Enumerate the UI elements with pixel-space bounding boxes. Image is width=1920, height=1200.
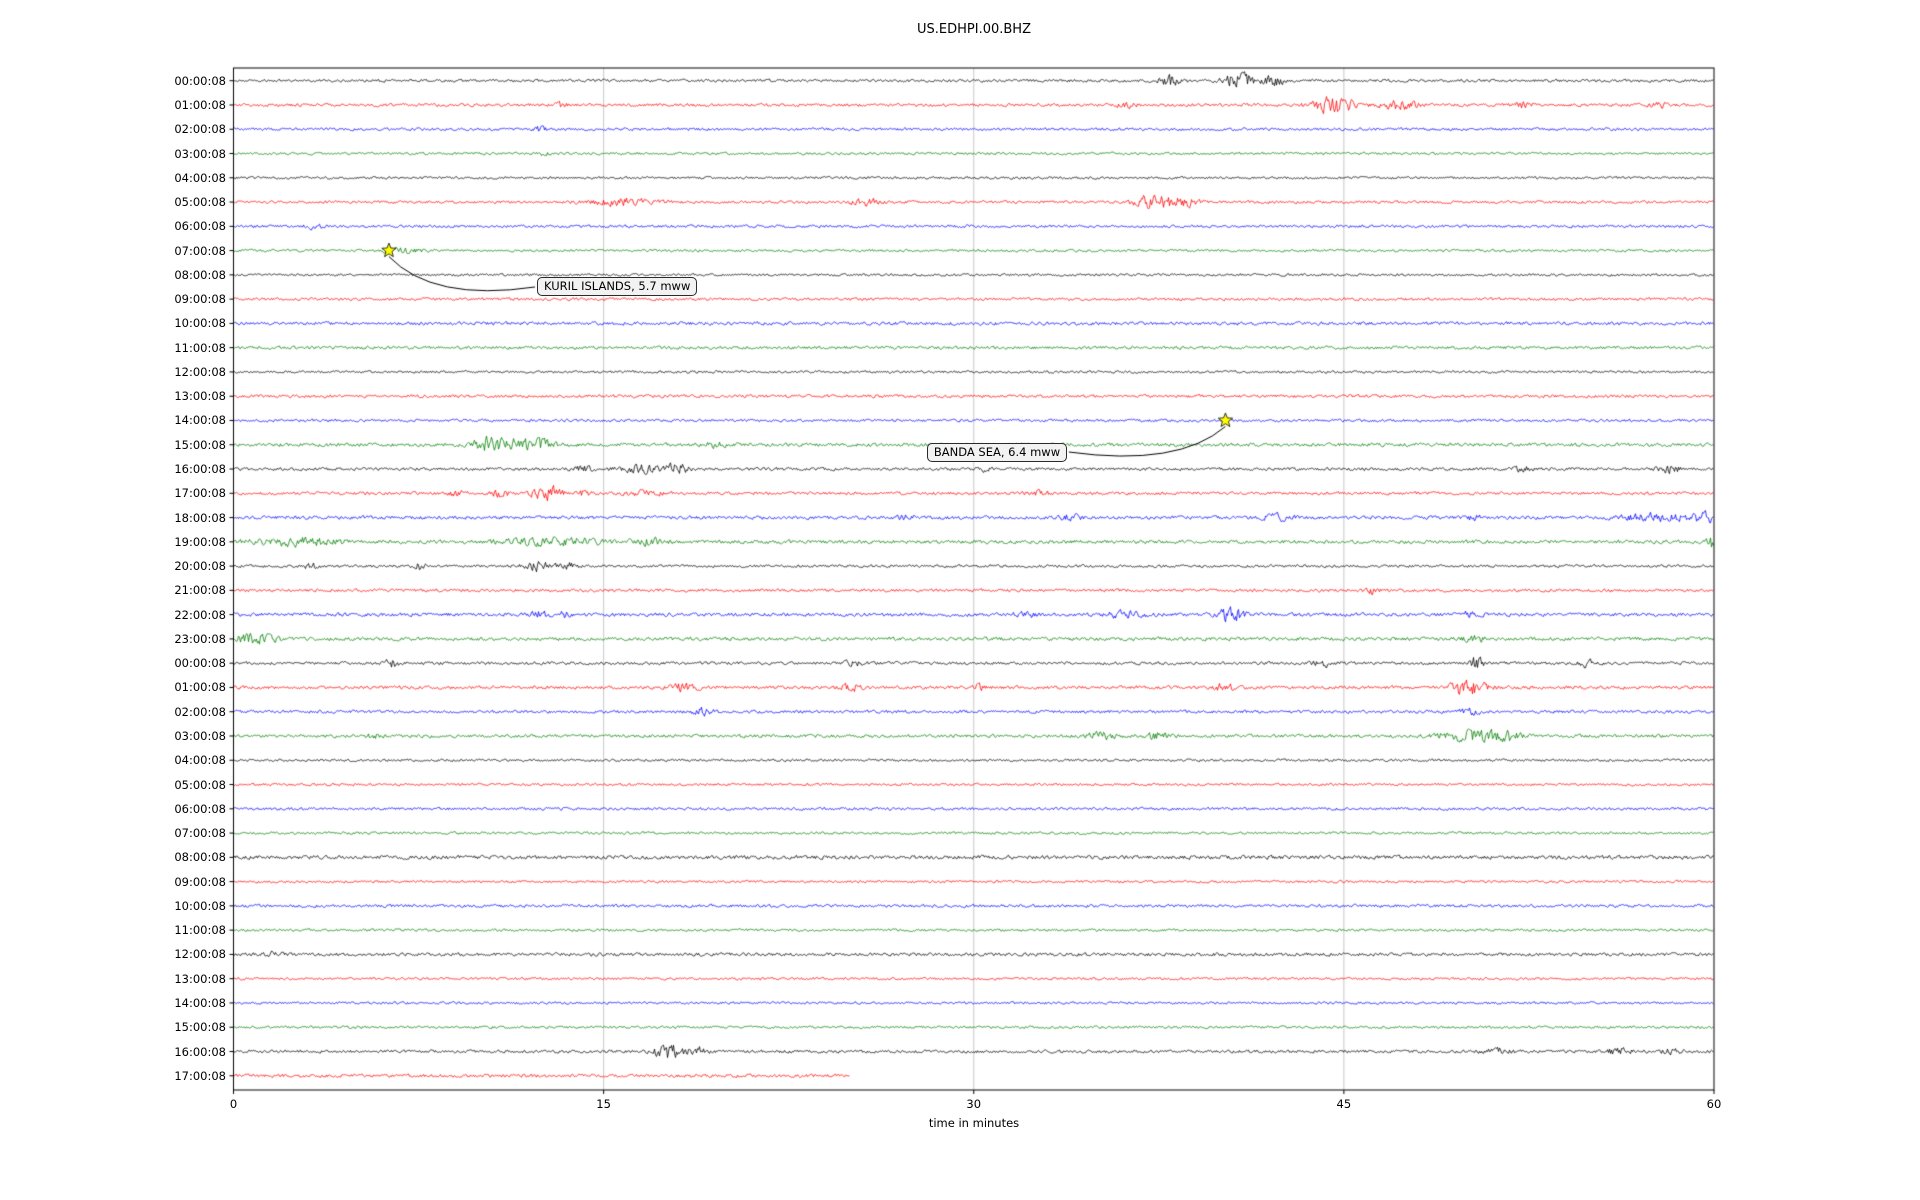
row-time-label: 03:00:08	[174, 728, 226, 743]
row-time-label: 12:00:08	[174, 364, 226, 379]
row-time-label: 20:00:08	[174, 559, 226, 574]
row-time-label: 02:00:08	[174, 122, 226, 137]
row-time-label: 21:00:08	[174, 583, 226, 598]
row-time-label: 23:00:08	[174, 631, 226, 646]
annotation-banda-sea-event: BANDA SEA, 6.4 mww	[926, 442, 1068, 462]
x-axis-title: time in minutes	[928, 1116, 1020, 1130]
row-time-label: 09:00:08	[174, 292, 226, 307]
row-time-label: 03:00:08	[174, 146, 226, 161]
row-time-label: 13:00:08	[174, 971, 226, 986]
row-time-label: 15:00:08	[174, 1020, 226, 1035]
x-tick-label: 0	[229, 1097, 238, 1111]
row-time-label: 22:00:08	[174, 607, 226, 622]
row-time-label: 10:00:08	[174, 316, 226, 331]
row-time-label: 05:00:08	[174, 195, 226, 210]
annotation-kuril-islands-event: KURIL ISLANDS, 5.7 mww	[537, 277, 698, 297]
row-time-label: 08:00:08	[174, 267, 226, 282]
row-time-label: 13:00:08	[174, 389, 226, 404]
row-time-label: 00:00:08	[174, 656, 226, 671]
row-time-label: 09:00:08	[174, 874, 226, 889]
row-time-label: 17:00:08	[174, 1068, 226, 1083]
row-time-label: 07:00:08	[174, 826, 226, 841]
row-time-label: 12:00:08	[174, 947, 226, 962]
row-time-label: 08:00:08	[174, 850, 226, 865]
x-tick-label: 60	[1706, 1097, 1722, 1111]
row-time-label: 16:00:08	[174, 462, 226, 477]
row-time-label: 17:00:08	[174, 486, 226, 501]
row-time-label: 10:00:08	[174, 898, 226, 913]
row-time-label: 00:00:08	[174, 73, 226, 88]
row-time-label: 14:00:08	[174, 413, 226, 428]
x-tick-label: 45	[1336, 1097, 1352, 1111]
x-tick-label: 15	[596, 1097, 611, 1111]
row-time-label: 04:00:08	[174, 753, 226, 768]
row-time-label: 15:00:08	[174, 437, 226, 452]
row-time-label: 19:00:08	[174, 534, 226, 549]
row-time-label: 04:00:08	[174, 170, 226, 185]
row-time-label: 06:00:08	[174, 801, 226, 816]
row-time-label: 02:00:08	[174, 704, 226, 719]
row-time-label: 11:00:08	[174, 340, 226, 355]
row-time-label: 18:00:08	[174, 510, 226, 525]
row-time-label: 05:00:08	[174, 777, 226, 792]
row-time-label: 01:00:08	[174, 97, 226, 112]
row-time-label: 06:00:08	[174, 219, 226, 234]
row-time-label: 11:00:08	[174, 923, 226, 938]
row-time-label: 07:00:08	[174, 243, 226, 258]
row-time-label: 16:00:08	[174, 1044, 226, 1059]
x-tick-label: 30	[966, 1097, 982, 1111]
row-time-label: 14:00:08	[174, 995, 226, 1010]
row-time-label: 01:00:08	[174, 680, 226, 695]
